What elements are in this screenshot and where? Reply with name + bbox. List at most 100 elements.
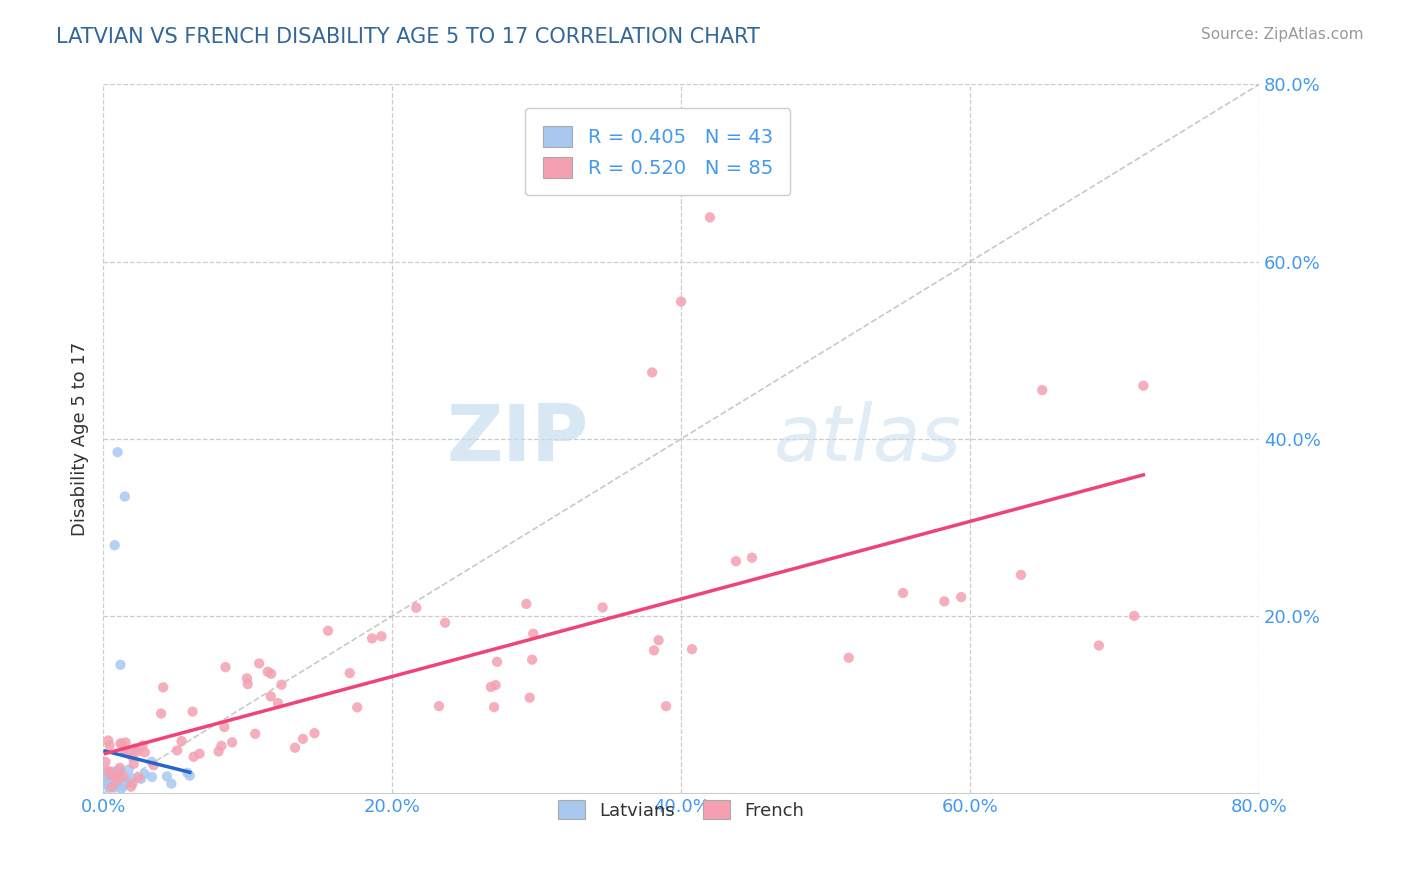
Point [260,666,283,681]
Point [110,737,132,751]
Point [100,768,122,782]
Point [520,653,543,667]
Point [188,747,211,761]
Point [179,769,201,783]
Point [519,690,541,705]
Point [110,781,132,796]
Point [270,678,292,692]
Point [96,766,118,780]
Text: atlas: atlas [773,401,962,477]
Point [950,590,973,604]
Point [1132,378,1154,392]
Point [304,726,326,740]
Point [111,772,134,787]
Point [127,744,149,758]
Point [128,771,150,785]
Point [221,735,243,749]
Point [100,776,122,790]
Point [181,705,204,719]
Point [434,615,457,630]
Point [108,764,131,778]
Point [1010,568,1032,582]
Point [669,294,692,309]
Point [121,749,143,764]
Point [103,775,125,789]
Point [114,490,136,504]
Point [1088,639,1111,653]
Point [94,764,117,779]
Point [643,643,665,657]
Point [361,632,384,646]
Point [105,776,128,790]
Point [699,211,721,225]
Point [214,660,236,674]
Point [741,550,763,565]
Point [647,633,669,648]
Point [110,736,132,750]
Point [110,657,132,672]
Text: Source: ZipAtlas.com: Source: ZipAtlas.com [1201,27,1364,42]
Point [98,780,121,795]
Point [207,744,229,758]
Point [107,445,129,459]
Point [115,776,138,790]
Point [100,766,122,780]
Point [134,766,156,780]
Legend: Latvians, French: Latvians, French [544,785,818,834]
Point [209,739,232,753]
Point [486,655,509,669]
Point [592,600,614,615]
Point [98,739,121,753]
Point [94,777,117,791]
Point [141,755,163,769]
Point [316,624,339,638]
Point [838,650,860,665]
Point [104,538,127,552]
Point [112,779,135,793]
Point [152,681,174,695]
Point [104,777,127,791]
Point [103,764,125,779]
Point [117,747,139,761]
Point [118,763,141,777]
Text: ZIP: ZIP [446,401,589,477]
Point [110,764,132,778]
Point [485,678,508,692]
Y-axis label: Disability Age 5 to 17: Disability Age 5 to 17 [72,342,89,536]
Point [112,742,135,756]
Point [150,706,173,721]
Point [134,746,156,760]
Point [166,743,188,757]
Point [256,665,278,679]
Point [120,771,142,785]
Point [96,775,118,789]
Point [522,626,544,640]
Point [105,769,128,783]
Point [515,597,537,611]
Point [108,761,131,775]
Point [105,773,128,788]
Point [260,690,283,704]
Point [104,766,127,780]
Point [114,735,136,749]
Point [245,727,267,741]
Point [100,780,122,794]
Point [156,769,179,783]
Point [214,720,236,734]
Point [97,733,120,747]
Point [103,780,125,795]
Point [339,666,361,681]
Point [98,767,121,781]
Point [96,773,118,788]
Point [105,778,128,792]
Point [121,777,143,791]
Point [346,700,368,714]
Point [141,770,163,784]
Point [482,700,505,714]
Point [479,680,502,694]
Point [94,755,117,769]
Point [291,731,314,746]
Point [131,739,153,753]
Point [124,741,146,756]
Point [176,765,198,780]
